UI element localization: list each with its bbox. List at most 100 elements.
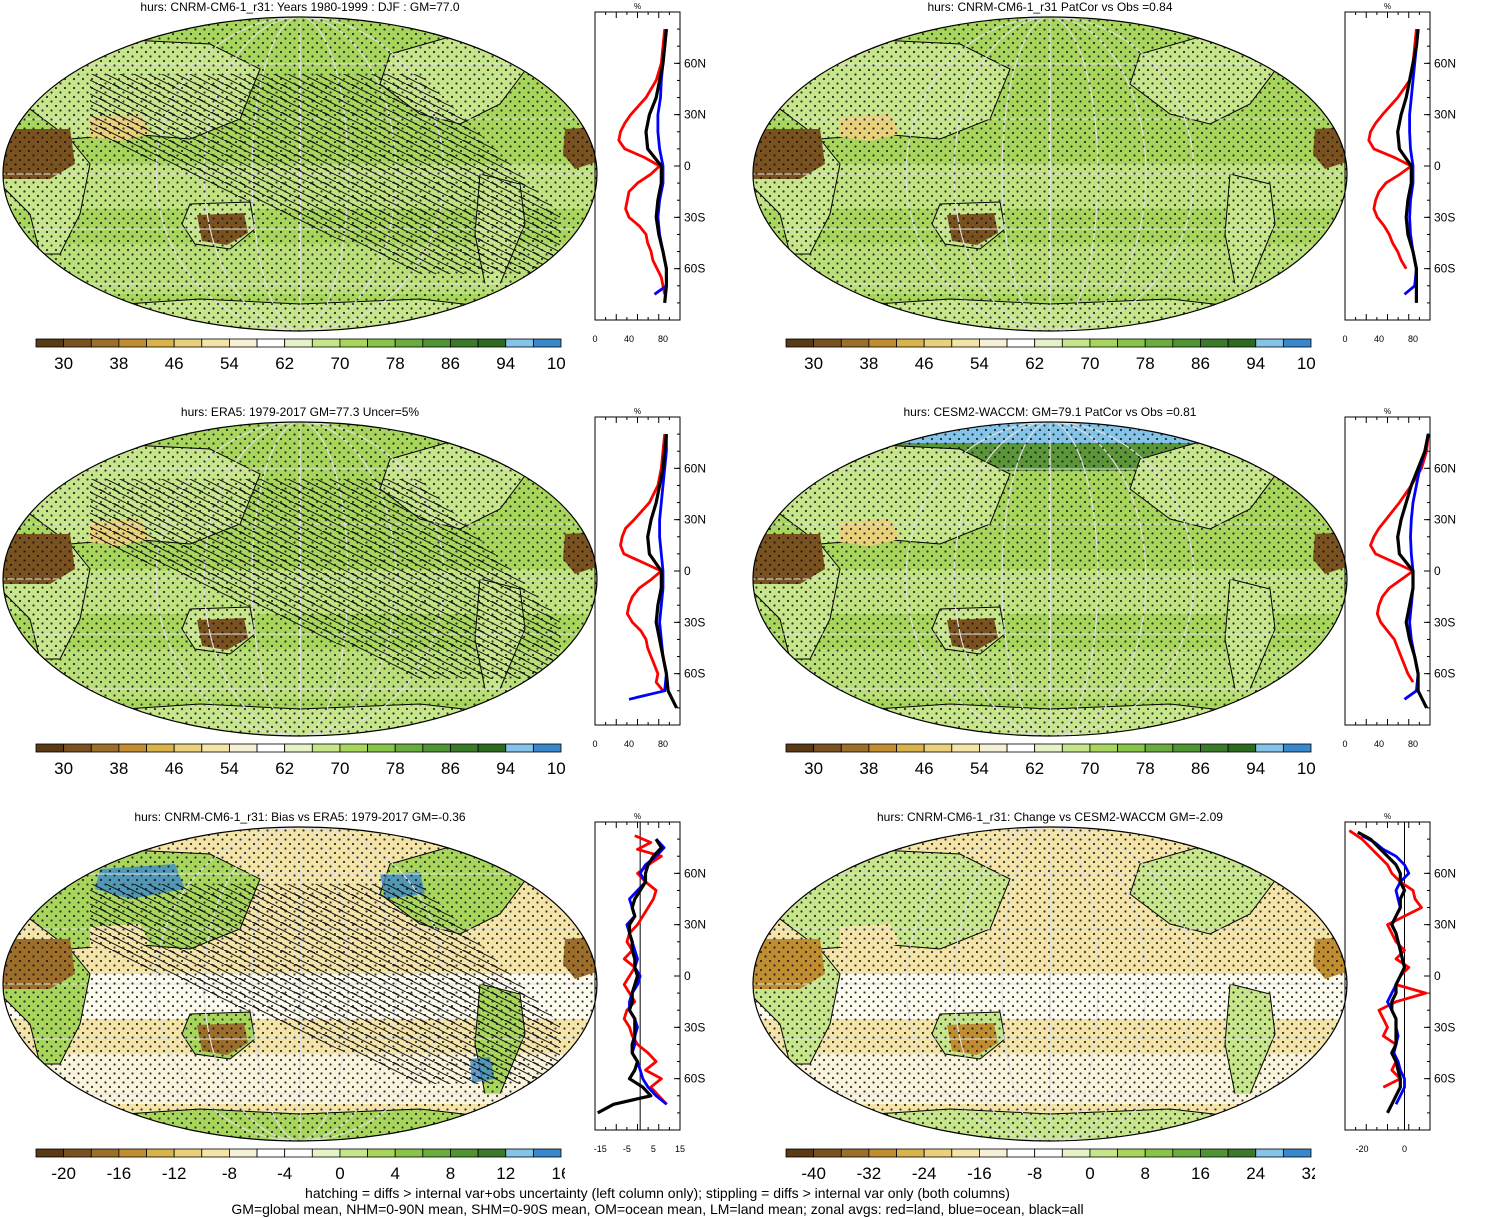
latitude-tick-label: 60S <box>684 1072 705 1086</box>
colorbar-swatch <box>979 743 1008 753</box>
colorbar-swatch <box>1061 743 1091 753</box>
latitude-tick-label: 30N <box>684 513 706 527</box>
latitude-tick-label: 0 <box>684 159 691 173</box>
colorbar-swatch <box>146 1148 175 1158</box>
colorbar-swatch <box>532 743 562 753</box>
panel-p2: hurs: CNRM-CM6-1_r31 PatCor vs Obs =0.84… <box>750 0 1470 390</box>
colorbar-tick-label: -16 <box>107 1164 132 1183</box>
zonal-mean-plot-p2: % 60N 30N 0 30S 60S 0 40 80 <box>1342 2 1456 344</box>
colorbar-swatch <box>311 743 341 753</box>
panel-title: hurs: ERA5: 1979-2017 GM=77.3 Uncer=5% <box>180 405 420 419</box>
colorbar-tick-label: 70 <box>330 354 349 373</box>
latitude-tick-label: 30S <box>684 1020 705 1034</box>
latitude-tick-label: 30N <box>684 108 706 122</box>
colorbar-swatch <box>477 338 507 348</box>
colorbar-swatch <box>923 1148 953 1158</box>
colorbar-swatch <box>394 338 424 348</box>
colorbar-p2: 303846546270788694102110 <box>785 338 1315 373</box>
colorbar-swatch <box>1034 338 1063 348</box>
colorbar-swatch <box>367 743 396 753</box>
colorbar-tick-label: 38 <box>859 759 878 778</box>
colorbar-tick-label: 0 <box>335 1164 344 1183</box>
colorbar-tick-label: 30 <box>804 354 823 373</box>
zonal-series-all <box>1357 830 1407 1114</box>
colorbar-swatch <box>1006 743 1036 753</box>
colorbar-tick-label: 30 <box>54 759 73 778</box>
colorbar-swatch <box>311 338 341 348</box>
zonal-series-all <box>596 838 663 1115</box>
colorbar-swatch <box>450 1148 479 1158</box>
panel-title: hurs: CNRM-CM6-1_r31 PatCor vs Obs =0.84 <box>927 0 1173 14</box>
zonal-series-all <box>1396 28 1420 303</box>
colorbar-swatch <box>923 338 953 348</box>
zonal-series-all <box>1396 433 1430 709</box>
latitude-tick-label: 30N <box>1434 108 1456 122</box>
latitude-tick-label: 30S <box>1434 1020 1455 1034</box>
zonal-x-tick-label: 0 <box>592 739 597 749</box>
colorbar-swatch <box>201 338 230 348</box>
colorbar-swatch <box>896 338 925 348</box>
panel-p6: hurs: CNRM-CM6-1_r31: Change vs CESM2-WA… <box>750 810 1470 1200</box>
latitude-tick-label: 60N <box>684 56 706 70</box>
colorbar-swatch <box>90 338 120 348</box>
panel-title: hurs: CESM2-WACCM: GM=79.1 PatCor vs Obs… <box>903 405 1197 419</box>
colorbar-tick-label: -8 <box>1027 1164 1042 1183</box>
colorbar-tick-label: 70 <box>330 759 349 778</box>
colorbar-swatch <box>896 743 925 753</box>
colorbar-swatch <box>256 338 286 348</box>
colorbar-swatch <box>1227 338 1257 348</box>
latitude-tick-label: 0 <box>684 969 691 983</box>
zonal-mean-plot-p5: % 60N 30N 0 30S 60S -15 -5 5 15 <box>594 812 706 1154</box>
colorbar-swatch <box>1200 338 1229 348</box>
colorbar-swatch <box>1006 1148 1036 1158</box>
colorbar-swatch <box>813 338 842 348</box>
colorbar-tick-label: 54 <box>220 759 239 778</box>
colorbar-swatch <box>422 743 451 753</box>
colorbar-tick-label: 12 <box>496 1164 515 1183</box>
colorbar-swatch <box>284 338 313 348</box>
colorbar-swatch <box>1034 1148 1063 1158</box>
colorbar-swatch <box>477 1148 507 1158</box>
zonal-x-tick-label: -15 <box>594 1144 607 1154</box>
map-p2 <box>752 16 1348 332</box>
colorbar-swatch <box>173 743 203 753</box>
panel-p5: hurs: CNRM-CM6-1_r31: Bias vs ERA5: 1979… <box>0 810 720 1200</box>
colorbar-swatch <box>979 1148 1008 1158</box>
colorbar-swatch <box>173 1148 203 1158</box>
colorbar-tick-label: 62 <box>275 354 294 373</box>
zonal-x-tick-label: 80 <box>658 334 668 344</box>
colorbar-swatch <box>532 338 562 348</box>
colorbar-tick-label: 16 <box>1191 1164 1210 1183</box>
zonal-unit-label: % <box>634 2 641 11</box>
colorbar-tick-label: 70 <box>1080 354 1099 373</box>
zonal-x-tick-label: 80 <box>658 739 668 749</box>
colorbar-tick-label: 86 <box>1191 759 1210 778</box>
colorbar-tick-label: 24 <box>1246 1164 1265 1183</box>
colorbar-tick-label: 94 <box>496 759 515 778</box>
colorbar-swatch <box>146 338 175 348</box>
colorbar-swatch <box>1144 1148 1174 1158</box>
latitude-tick-label: 60N <box>1434 56 1456 70</box>
colorbar-swatch <box>979 338 1008 348</box>
colorbar-swatch <box>367 338 396 348</box>
colorbar-tick-label: 102 <box>547 759 565 778</box>
zonal-unit-label: % <box>1384 407 1391 416</box>
colorbar-tick-label: 38 <box>859 354 878 373</box>
colorbar-tick-label: 102 <box>1297 354 1315 373</box>
colorbar-tick-label: -40 <box>801 1164 826 1183</box>
colorbar-swatch <box>1200 743 1229 753</box>
colorbar-swatch <box>63 338 92 348</box>
colorbar-swatch <box>118 338 147 348</box>
colorbar-tick-label: 54 <box>970 354 989 373</box>
colorbar-swatch <box>1089 743 1118 753</box>
colorbar-tick-label: -24 <box>912 1164 937 1183</box>
colorbar-swatch <box>1144 743 1174 753</box>
colorbar-tick-label: 46 <box>915 354 934 373</box>
colorbar-swatch <box>1061 338 1091 348</box>
colorbar-swatch <box>1006 338 1036 348</box>
colorbar-swatch <box>1172 338 1201 348</box>
colorbar-swatch <box>90 1148 120 1158</box>
colorbar-swatch <box>450 743 479 753</box>
colorbar-swatch <box>868 1148 897 1158</box>
colorbar-swatch <box>868 743 897 753</box>
